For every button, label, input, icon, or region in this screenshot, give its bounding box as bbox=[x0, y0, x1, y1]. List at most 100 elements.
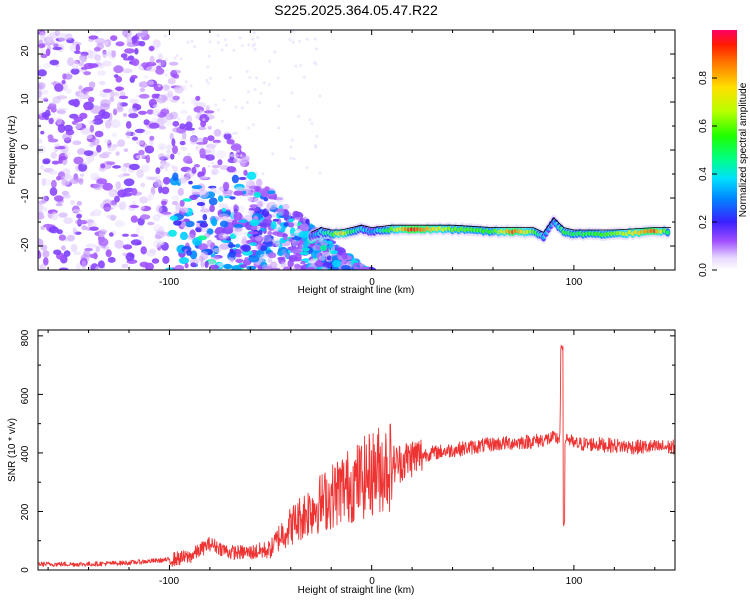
spectral-blob bbox=[277, 208, 285, 216]
spectral-blob bbox=[270, 267, 281, 270]
spectral-blob bbox=[99, 103, 110, 111]
spectral-blob bbox=[146, 109, 154, 115]
spectral-blob bbox=[232, 132, 236, 136]
spectral-blob bbox=[308, 118, 312, 122]
spectral-blob bbox=[39, 31, 46, 40]
spectral-blob bbox=[231, 174, 239, 184]
colorbar-tick-label: 0.6 bbox=[698, 119, 709, 133]
spectral-blob bbox=[182, 131, 187, 140]
spectral-blob bbox=[210, 147, 216, 155]
spectral-blob bbox=[248, 255, 260, 263]
spectral-blob bbox=[48, 102, 57, 110]
spectral-blob bbox=[244, 257, 250, 262]
spectral-blob bbox=[181, 101, 185, 105]
spectral-blob bbox=[131, 58, 140, 67]
spectral-blob bbox=[222, 98, 226, 102]
spectral-blob bbox=[280, 261, 287, 268]
spectral-blob bbox=[138, 93, 150, 99]
spectral-blob bbox=[54, 30, 61, 36]
spectral-blob bbox=[226, 139, 235, 145]
spectral-blob bbox=[76, 200, 83, 206]
spectral-blob bbox=[206, 81, 210, 85]
spectral-blob bbox=[155, 167, 161, 175]
spectral-blob bbox=[291, 40, 295, 44]
spectral-blob bbox=[70, 243, 78, 253]
spectral-blob bbox=[146, 66, 157, 72]
spectral-blob bbox=[240, 160, 246, 168]
spectral-blob bbox=[164, 117, 168, 121]
spectral-blob bbox=[185, 121, 193, 129]
spectral-blob bbox=[234, 131, 238, 135]
spectral-blob bbox=[64, 151, 71, 158]
spectral-blob bbox=[216, 33, 220, 37]
spectral-blob bbox=[75, 43, 81, 53]
spectral-blob bbox=[222, 181, 230, 191]
spectral-blob bbox=[289, 145, 293, 149]
spectral-blob bbox=[54, 143, 60, 148]
spectral-blob bbox=[95, 37, 106, 45]
bottom-y-axis-label: SNR (10 * v/v) bbox=[7, 418, 18, 482]
spectral-blob bbox=[313, 61, 317, 64]
spectral-blob bbox=[85, 243, 97, 248]
spectral-blob bbox=[214, 103, 218, 107]
spectral-blob bbox=[214, 142, 218, 145]
spectral-blob bbox=[169, 61, 179, 66]
spectral-blob bbox=[120, 165, 125, 171]
spectral-blob bbox=[85, 134, 93, 140]
spectral-blob bbox=[171, 200, 179, 206]
spectral-blob bbox=[85, 219, 95, 224]
spectral-blob bbox=[81, 161, 91, 166]
spectral-blob bbox=[145, 61, 157, 67]
spectral-blob bbox=[231, 265, 242, 270]
spectral-blob bbox=[48, 226, 59, 234]
spectral-blob bbox=[38, 69, 47, 77]
spectral-blob bbox=[154, 175, 161, 181]
spectral-blob bbox=[58, 267, 69, 270]
bottom-xtick-label: 0 bbox=[369, 576, 375, 587]
spectral-blob bbox=[191, 166, 197, 174]
spectral-blob bbox=[292, 157, 296, 161]
spectral-blob bbox=[315, 134, 319, 138]
spectral-blob bbox=[207, 125, 212, 130]
spectral-blob bbox=[175, 54, 179, 57]
spectral-blob bbox=[183, 218, 190, 223]
spectral-blob bbox=[110, 89, 115, 98]
spectral-blob bbox=[249, 242, 257, 246]
spectral-blob bbox=[199, 148, 206, 157]
spectral-blob bbox=[318, 240, 327, 246]
spectral-blob bbox=[247, 126, 250, 130]
spectral-blob bbox=[211, 164, 220, 169]
spectral-blob bbox=[38, 43, 46, 49]
spectral-blob bbox=[205, 154, 215, 161]
spectral-blob bbox=[45, 48, 51, 57]
spectral-blob bbox=[107, 256, 116, 263]
spectral-blob bbox=[78, 61, 85, 67]
spectral-blob bbox=[186, 115, 192, 123]
spectral-blob bbox=[78, 56, 86, 62]
spectral-blob bbox=[226, 166, 237, 173]
spectral-blob bbox=[251, 208, 261, 212]
spectral-blob bbox=[164, 73, 168, 77]
figure-title: S225.2025.364.05.47.R22 bbox=[274, 2, 438, 18]
spectral-blob bbox=[256, 178, 263, 187]
spectral-blob bbox=[314, 145, 318, 149]
spectral-blob bbox=[202, 118, 206, 122]
spectral-blob bbox=[338, 256, 343, 261]
spectral-blob bbox=[318, 171, 322, 175]
spectral-blob bbox=[106, 214, 117, 219]
spectral-blob bbox=[72, 227, 77, 235]
spectral-blob bbox=[117, 174, 126, 178]
spectral-blob bbox=[197, 126, 207, 131]
spectral-blob bbox=[120, 53, 128, 59]
spectral-blob bbox=[187, 152, 191, 156]
spectral-blob bbox=[225, 206, 233, 211]
spectral-blob bbox=[51, 160, 60, 165]
spectral-blob bbox=[297, 115, 301, 118]
spectral-blob bbox=[228, 76, 232, 80]
spectral-blob bbox=[148, 146, 154, 150]
spectral-blob bbox=[59, 110, 66, 115]
spectral-blob bbox=[40, 53, 48, 59]
spectral-blob bbox=[259, 188, 270, 197]
spectral-blob bbox=[130, 233, 139, 238]
spectral-blob bbox=[115, 76, 123, 83]
